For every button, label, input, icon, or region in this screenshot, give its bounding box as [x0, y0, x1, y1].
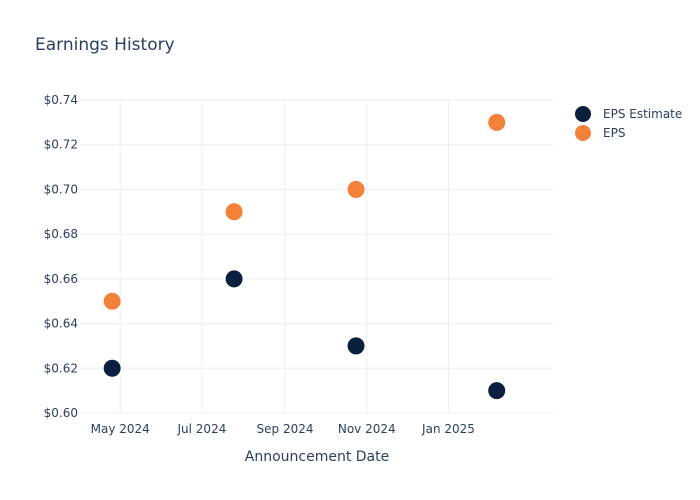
point-eps-estimate-0[interactable] — [102, 358, 122, 378]
point-eps-estimate-2[interactable] — [346, 336, 366, 356]
y-tick-label-3: $0.66 — [44, 272, 78, 286]
legend[interactable]: EPS Estimate EPS — [575, 106, 682, 141]
y-tick-label-1: $0.62 — [44, 361, 78, 375]
y-tick-label-0: $0.60 — [44, 406, 78, 420]
chart-title: Earnings History — [35, 35, 175, 55]
y-tick-label-2: $0.64 — [44, 317, 78, 331]
grid — [80, 99, 553, 414]
x-tick-label-4: Jan 2025 — [421, 422, 475, 436]
x-tick-label-3: Nov 2024 — [338, 422, 396, 436]
y-tick-label-7: $0.74 — [44, 93, 78, 107]
axis-ticks: $0.60 $0.62 $0.64 $0.66 $0.68 $0.70 $0.72 $0.74… — [44, 93, 475, 436]
x-axis-title: Announcement Date — [245, 449, 389, 465]
x-tick-label-0: May 2024 — [91, 422, 150, 436]
legend-marker-0 — [575, 106, 591, 122]
y-tick-label-4: $0.68 — [44, 227, 78, 241]
y-tick-label-6: $0.72 — [44, 138, 78, 152]
point-eps-3[interactable] — [487, 112, 507, 132]
point-eps-0[interactable] — [102, 291, 122, 311]
legend-marker-1 — [575, 125, 591, 141]
y-tick-label-5: $0.70 — [44, 182, 78, 196]
point-eps-2[interactable] — [346, 179, 366, 199]
legend-label-0: EPS Estimate — [603, 107, 682, 121]
x-tick-label-2: Sep 2024 — [257, 422, 314, 436]
data-points — [102, 112, 507, 401]
point-eps-estimate-3[interactable] — [487, 381, 507, 401]
point-eps-estimate-1[interactable] — [224, 269, 244, 289]
point-eps-1[interactable] — [224, 202, 244, 222]
x-tick-label-1: Jul 2024 — [177, 422, 227, 436]
legend-label-1: EPS — [603, 126, 625, 140]
